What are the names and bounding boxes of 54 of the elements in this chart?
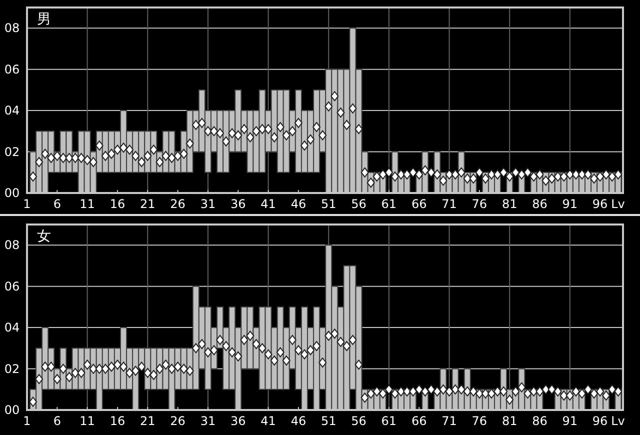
- x-tick-label: 6: [53, 197, 61, 211]
- x-tick-label: 21: [140, 197, 156, 211]
- chart-title: 女: [37, 228, 51, 244]
- x-tick-label: 96: [592, 414, 608, 428]
- x-tick-label: 96: [592, 197, 608, 211]
- x-tick-label: 6: [53, 414, 61, 428]
- y-tick-label: 04: [4, 104, 20, 118]
- x-tick-label: 86: [532, 414, 548, 428]
- x-tick-label: 36: [230, 414, 246, 428]
- x-tick-label: 41: [260, 414, 276, 428]
- x-tick-label: 46: [290, 197, 306, 211]
- x-tick-label: 76: [472, 414, 488, 428]
- x-tick-label: 11: [80, 414, 95, 428]
- x-tick-label: 36: [230, 197, 246, 211]
- x-tick-label: 1: [23, 197, 31, 211]
- x-tick-label: 86: [532, 197, 548, 211]
- x-tick-label: 51: [320, 197, 336, 211]
- x-tick-label: 51: [320, 414, 336, 428]
- x-axis-title: Lv: [611, 414, 625, 428]
- x-tick-label: 61: [381, 414, 397, 428]
- x-tick-label: 91: [562, 414, 578, 428]
- x-tick-label: 21: [140, 414, 156, 428]
- y-tick-label: 08: [4, 238, 20, 252]
- x-tick-label: 1: [23, 414, 31, 428]
- x-tick-label: 41: [260, 197, 276, 211]
- y-tick-label: 06: [4, 62, 20, 76]
- x-tick-label: 31: [200, 414, 216, 428]
- x-tick-label: 66: [411, 414, 427, 428]
- y-tick-label: 02: [4, 362, 20, 376]
- x-tick-label: 56: [351, 197, 366, 211]
- x-tick-label: 56: [351, 414, 366, 428]
- x-tick-label: 16: [110, 414, 126, 428]
- x-tick-label: 81: [502, 414, 518, 428]
- y-tick-label: 00: [4, 186, 20, 200]
- x-tick-label: 76: [472, 197, 488, 211]
- x-tick-label: 81: [502, 197, 518, 211]
- x-tick-label: 26: [170, 197, 186, 211]
- x-axis-title: Lv: [611, 197, 625, 211]
- x-tick-label: 31: [200, 197, 216, 211]
- x-tick-label: 91: [562, 197, 578, 211]
- x-tick-label: 71: [442, 197, 457, 211]
- x-tick-label: 61: [381, 197, 397, 211]
- x-tick-label: 16: [110, 197, 126, 211]
- x-tick-label: 66: [411, 197, 427, 211]
- x-tick-label: 71: [442, 414, 457, 428]
- y-tick-label: 02: [4, 144, 20, 159]
- x-tick-label: 11: [80, 197, 95, 211]
- y-tick-label: 00: [4, 403, 20, 417]
- y-tick-label: 08: [4, 21, 20, 36]
- x-tick-label: 46: [290, 414, 306, 428]
- y-tick-label: 06: [4, 279, 20, 294]
- chart-title: 男: [37, 12, 51, 28]
- x-tick-label: 26: [170, 414, 186, 428]
- y-tick-label: 04: [4, 320, 20, 335]
